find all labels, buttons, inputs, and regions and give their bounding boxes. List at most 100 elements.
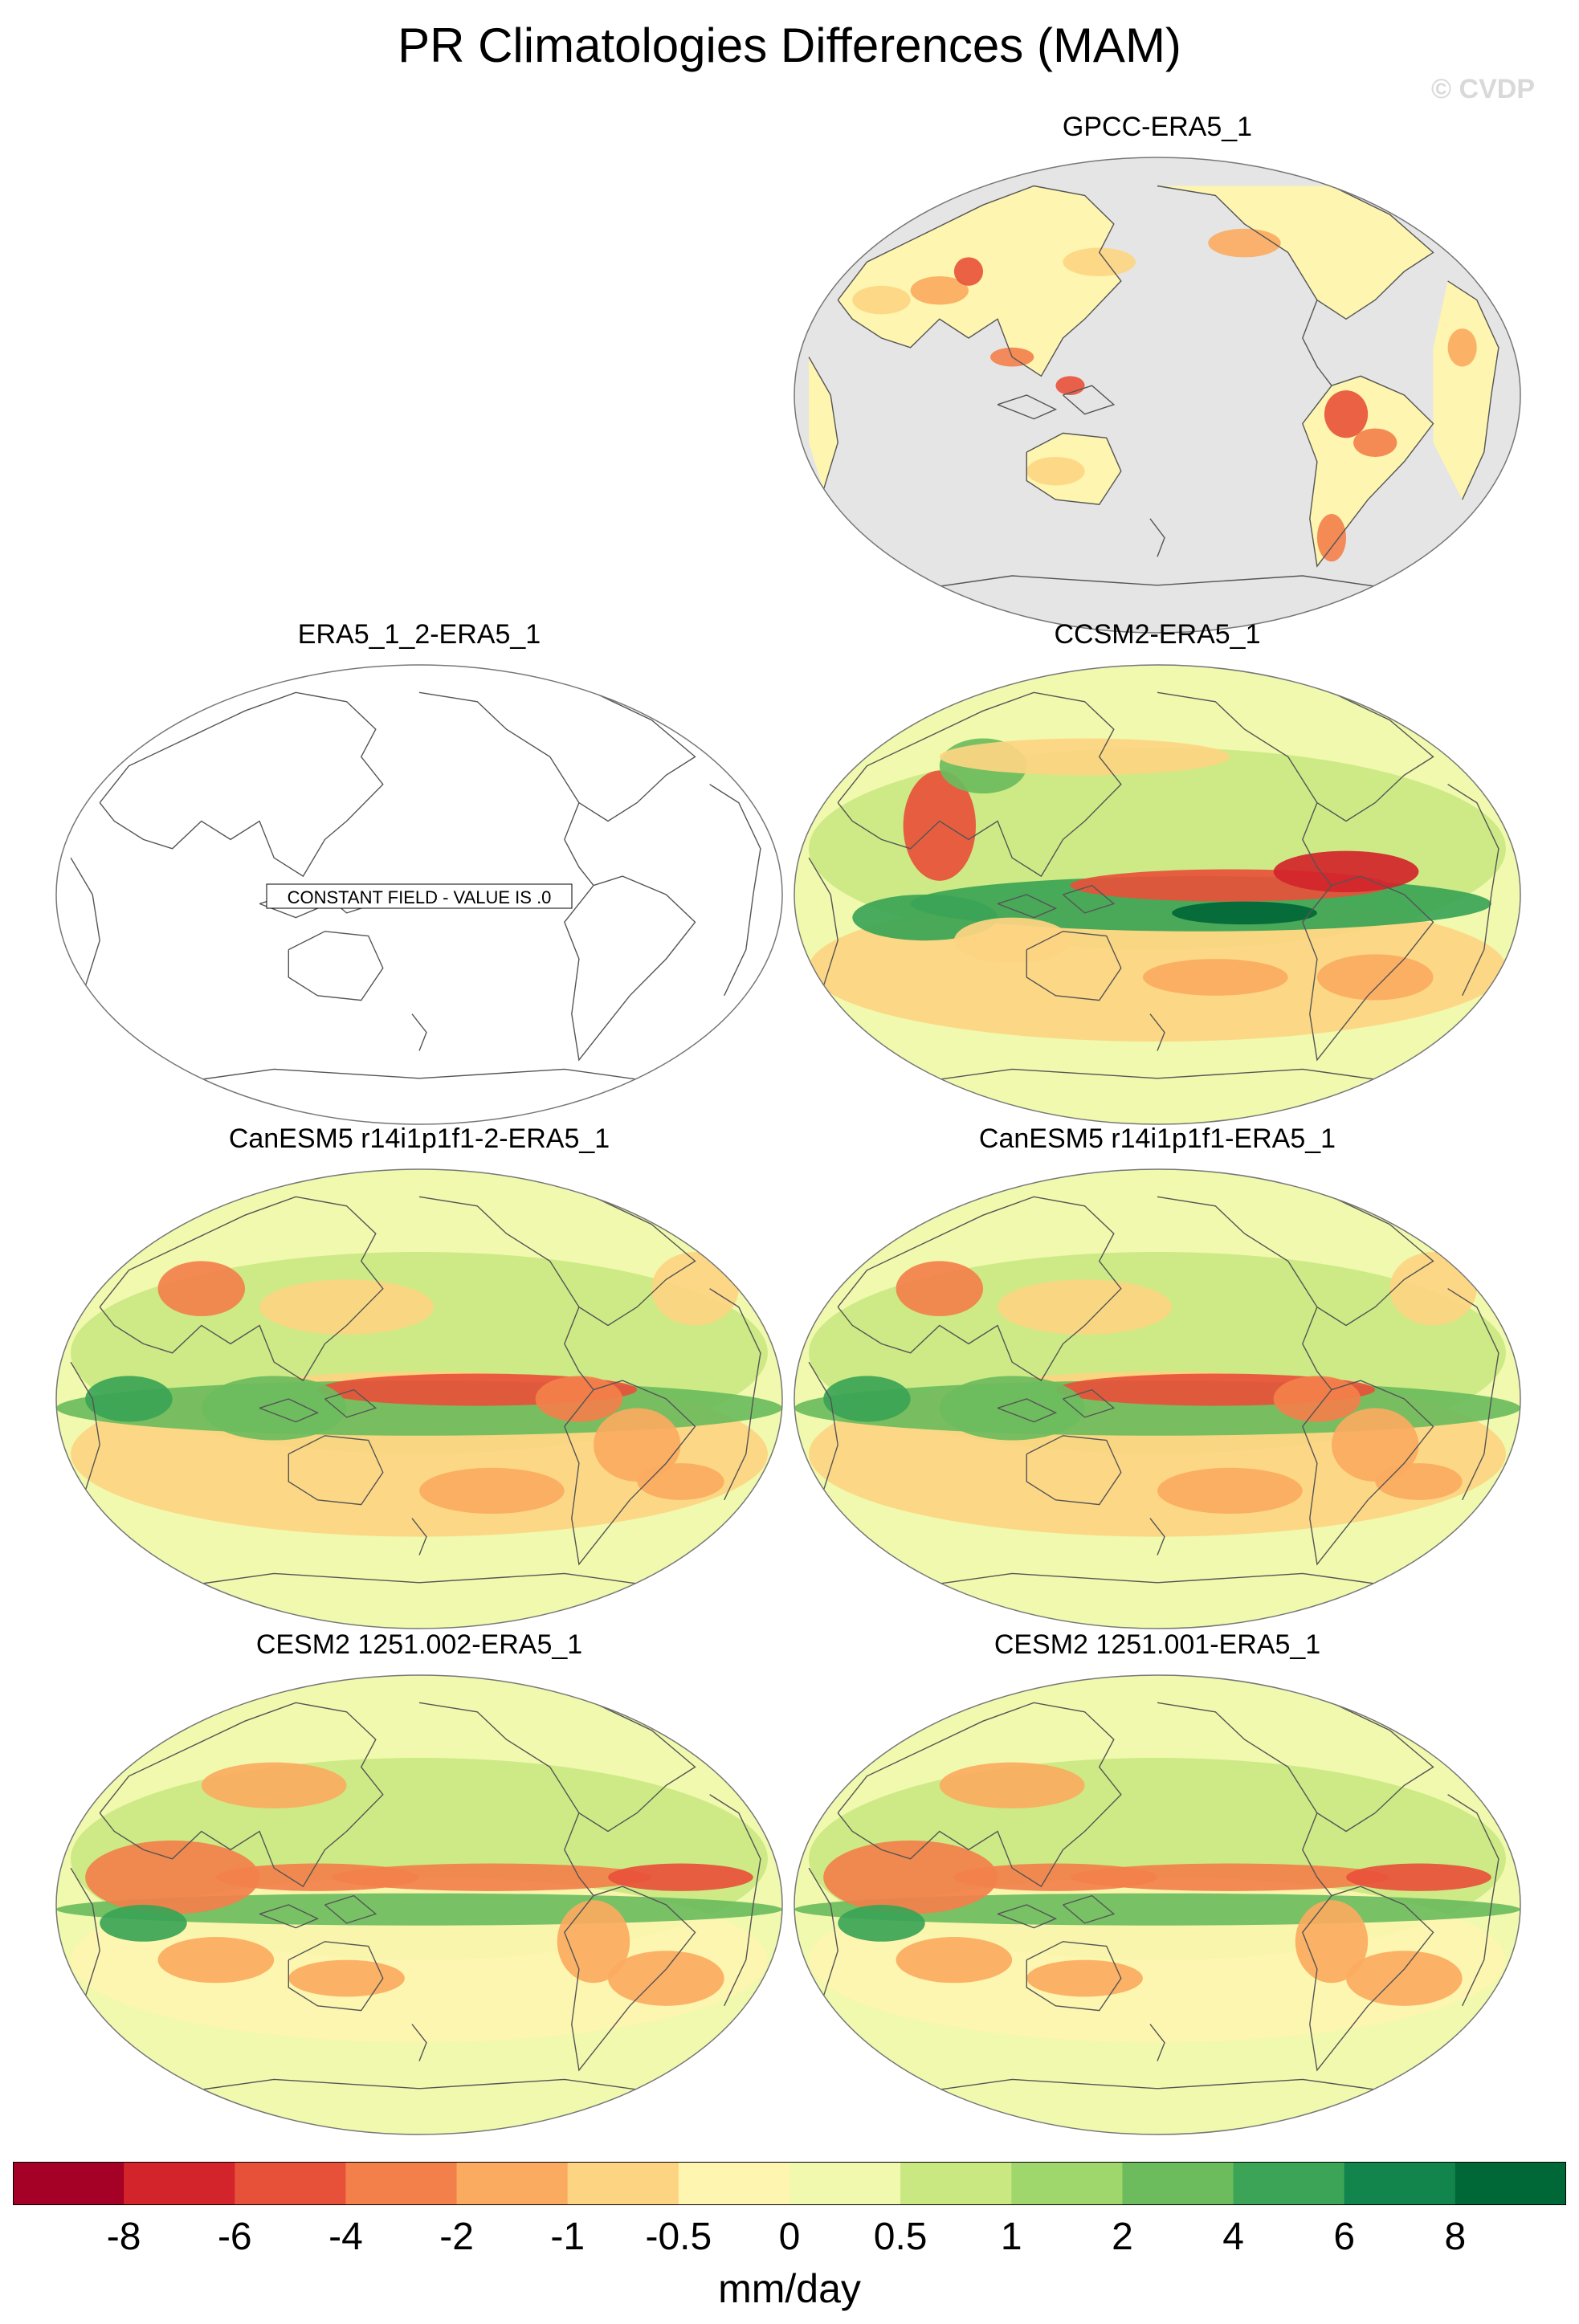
anomaly-patch — [157, 1937, 275, 1984]
map-outline — [794, 1168, 1521, 1629]
coastline — [259, 1398, 320, 1423]
land-field — [1433, 280, 1499, 500]
coastline — [70, 1361, 100, 1491]
anomaly-patch — [1346, 1863, 1491, 1891]
coastline — [997, 1398, 1058, 1423]
coastline — [1026, 1435, 1122, 1506]
panel-cesm2-002: CESM2 1251.002-ERA5_1 — [50, 1629, 789, 2143]
panel-title: CESM2 1251.001-ERA5_1 — [994, 1629, 1321, 1660]
colorbar — [13, 2162, 1566, 2205]
anomaly-patch — [896, 1937, 1013, 1984]
anomaly-patch — [1353, 428, 1397, 457]
coastline — [1302, 1812, 1332, 1897]
anomaly-patch — [1316, 954, 1434, 1001]
anomaly-patch — [1389, 1251, 1477, 1326]
colorbar-swatch — [1233, 2162, 1345, 2205]
constant-field-label: CONSTANT FIELD - VALUE IS .0 — [288, 887, 552, 907]
coastline — [881, 1572, 1434, 1592]
anomaly-patch — [852, 285, 911, 315]
anomaly-patch — [201, 1762, 347, 1808]
colorbar-tick-label: 2 — [1112, 2216, 1133, 2258]
anomaly-patch — [939, 1376, 1085, 1441]
map-outline — [794, 157, 1521, 634]
coastline — [143, 2078, 696, 2098]
anomaly-patch — [823, 1376, 911, 1422]
anomaly-patch — [852, 895, 998, 941]
coastline — [411, 1013, 427, 1051]
coastline — [837, 1702, 1122, 1888]
panel-title: CCSM2-ERA5_1 — [1054, 619, 1261, 650]
colorbar-swatch — [790, 2162, 901, 2205]
coastline — [1149, 2024, 1165, 2061]
coastline — [70, 857, 100, 987]
coastline — [418, 1196, 696, 1327]
anomaly-patch — [557, 1900, 630, 1984]
coastline — [564, 802, 594, 887]
map-cesm2-002 — [55, 1674, 783, 2135]
coastline — [564, 1812, 594, 1897]
map-canesm5 — [794, 1168, 1521, 1629]
anomaly-patch — [939, 738, 1230, 776]
coastline — [1302, 375, 1434, 568]
coastline — [1447, 280, 1499, 500]
coastline — [881, 1068, 1434, 1088]
map-era5-2: CONSTANT FIELD - VALUE IS .0 — [55, 664, 783, 1125]
anomaly-patch — [1026, 1959, 1143, 1997]
colorbar-swatch — [124, 2162, 235, 2205]
panel-ccsm2: CCSM2-ERA5_1 — [788, 618, 1527, 1132]
colorbar-swatch — [235, 2162, 346, 2205]
coastline — [808, 1867, 838, 1997]
map-outline — [55, 1674, 783, 2135]
colorbar-swatch — [900, 2162, 1012, 2205]
anomaly-patch — [288, 1959, 405, 1997]
colorbar-swatch — [678, 2162, 790, 2205]
coastline — [564, 1380, 696, 1566]
coastline — [1302, 875, 1434, 1062]
coastline — [1149, 1518, 1165, 1555]
map-outline — [794, 1674, 1521, 2135]
coastline — [1026, 931, 1122, 1001]
anomaly-patch — [1026, 456, 1085, 486]
anomaly-patch — [85, 1376, 173, 1422]
coastline — [808, 1361, 838, 1491]
colorbar-tick-label: 0 — [778, 2216, 801, 2258]
coastline — [1447, 784, 1499, 997]
anomaly-patch — [608, 1863, 753, 1891]
coastline — [259, 1904, 320, 1929]
colorbar-swatch — [13, 2162, 124, 2205]
anomaly-patch — [419, 1467, 565, 1514]
coastline — [1063, 1894, 1116, 1924]
colorbar-tick-label: 8 — [1444, 2216, 1467, 2258]
colorbar-tick-label: -8 — [106, 2216, 141, 2258]
panel-cesm2-001: CESM2 1251.001-ERA5_1 — [788, 1629, 1527, 2143]
coastline — [99, 1702, 384, 1888]
colorbar-tick-label: 6 — [1333, 2216, 1356, 2258]
coastline — [1063, 884, 1116, 914]
map-outline — [55, 1168, 783, 1629]
coastline — [881, 575, 1434, 596]
anomaly-patch — [100, 1905, 187, 1942]
coastline — [997, 1904, 1058, 1929]
coastline — [808, 357, 838, 491]
anomaly-patch — [1346, 1951, 1463, 2006]
panel-title: CESM2 1251.002-ERA5_1 — [255, 1629, 583, 1660]
panel-title: GPCC-ERA5_1 — [1062, 112, 1253, 142]
coastline — [1157, 1196, 1434, 1327]
anomaly-patch — [157, 1261, 246, 1317]
coastline — [881, 2078, 1434, 2098]
coastline — [411, 1518, 427, 1555]
coastline — [288, 1435, 384, 1506]
anomaly-patch — [1063, 247, 1136, 276]
colorbar-tick-label: 0.5 — [873, 2216, 928, 2258]
colorbar-tick-label: -6 — [217, 2216, 252, 2258]
coastline — [564, 1307, 594, 1391]
coastline — [1302, 1886, 1434, 2072]
coastline — [1302, 1380, 1434, 1566]
map-cesm2-001 — [794, 1674, 1521, 2135]
colorbar-tick-label: -1 — [550, 2216, 585, 2258]
constant-field-box — [266, 883, 573, 909]
anomaly-patch — [998, 1279, 1173, 1335]
coastline — [1026, 432, 1122, 505]
colorbar-swatch — [1455, 2162, 1566, 2205]
anomaly-patch — [1157, 1467, 1303, 1514]
